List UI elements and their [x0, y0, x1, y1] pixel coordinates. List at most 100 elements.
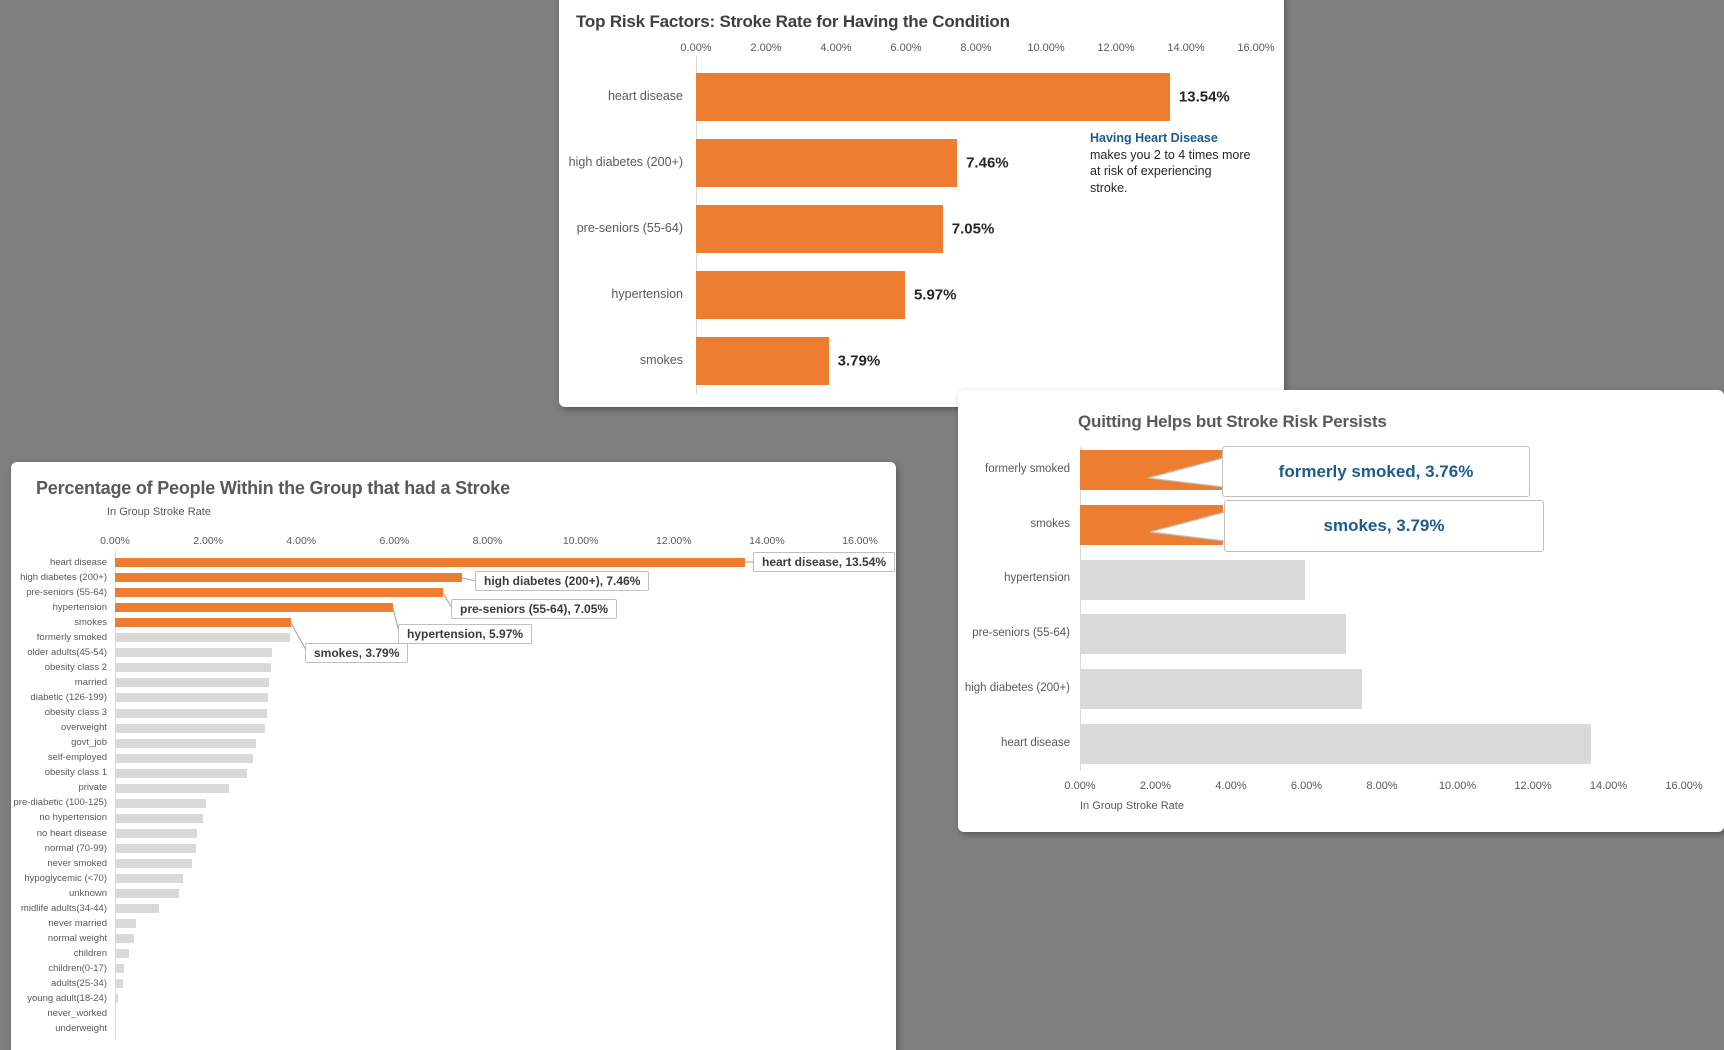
category-label-pre-diabetic-100-125: pre-diabetic (100-125) [13, 797, 107, 809]
bar-normal-70-99 [115, 843, 196, 853]
bar-never-worked [115, 1009, 116, 1019]
axis-tick: 4.00% [286, 535, 317, 547]
chart-title: Percentage of People Within the Group th… [36, 478, 510, 498]
category-label-pre-seniors-55-64: pre-seniors (55-64) [576, 221, 683, 236]
axis-tick: 16.00% [1237, 42, 1275, 54]
bar-never-married [115, 919, 136, 929]
bar-hypertension [1080, 559, 1306, 600]
callout-formerly-smoked-3-76: formerly smoked, 3.76% [1222, 446, 1530, 497]
category-label-diabetic-126-199: diabetic (126-199) [30, 692, 107, 704]
axis-line [115, 550, 116, 1040]
bar-value-label: 3.79% [837, 352, 881, 370]
category-label-smokes: smokes [639, 353, 683, 368]
bar-hypertension [696, 271, 905, 319]
category-label-never-married: never married [48, 917, 107, 929]
category-label-children: children [73, 947, 107, 959]
callout-hypertension-5-97: hypertension, 5.97% [398, 624, 533, 644]
category-label-no-heart-disease: no heart disease [36, 827, 107, 839]
bar-heart-disease [115, 558, 746, 567]
category-label-obesity-class-2: obesity class 2 [44, 661, 107, 673]
bar-obesity-class-2 [115, 663, 272, 673]
category-label-pre-seniors-55-64: pre-seniors (55-64) [26, 586, 107, 598]
chart-title: Quitting Helps but Stroke Risk Persists [1078, 412, 1387, 431]
category-label-never-smoked: never smoked [47, 857, 107, 869]
bar-obesity-class-1 [115, 768, 248, 778]
bar-high-diabetes-200 [696, 139, 958, 187]
bar-formerly-smoked [1080, 450, 1222, 490]
category-label-adults-25-34: adults(25-34) [51, 978, 107, 989]
bar-no-heart-disease [115, 828, 198, 838]
bar-smokes [696, 337, 829, 385]
axis-tick: 16.00% [842, 535, 878, 547]
bar-hypertension [115, 603, 393, 613]
bar-older-adults-45-54 [115, 648, 272, 658]
axis-tick: 10.00% [1438, 780, 1477, 792]
category-label-children-0-17: children(0-17) [48, 962, 107, 974]
axis-tick: 8.00% [472, 535, 503, 547]
bar-heart-disease [696, 73, 1170, 121]
bar-obesity-class-3 [115, 708, 267, 718]
chart-panel-quitting-helps: Quitting Helps but Stroke Risk Persists … [958, 390, 1724, 832]
axis-tick: 0.00% [680, 42, 712, 54]
bar-pre-seniors-55-64 [696, 205, 943, 253]
bar-diabetic-126-199 [115, 693, 269, 703]
bar-govt-job [115, 738, 257, 748]
bar-private [115, 783, 229, 793]
category-label-normal-70-99: normal (70-99) [44, 842, 107, 854]
bar-hypoglycemic-70 [115, 874, 184, 884]
category-label-govt-job: govt_job [71, 737, 107, 749]
axis-tick: 8.00% [1366, 780, 1398, 792]
bar-overweight [115, 723, 265, 733]
category-label-never-worked: never_worked [47, 1008, 107, 1020]
bar-smokes [115, 618, 292, 628]
axis-tick: 14.00% [1589, 780, 1628, 792]
bar-value-label: 7.46% [966, 154, 1009, 172]
bar-value-label: 13.54% [1178, 88, 1230, 106]
bar-formerly-smoked [115, 633, 291, 643]
axis-tick: 10.00% [562, 535, 599, 547]
chart-top-risk-factors: Top Risk Factors: Stroke Rate for Having… [559, 0, 1284, 407]
chart-annotation: Having Heart Disease makes you 2 to 4 ti… [1090, 130, 1268, 196]
category-label-high-diabetes-200: high diabetes (200+) [20, 571, 107, 583]
category-label-hypertension: hypertension [611, 287, 683, 302]
axis-tick: 4.00% [1215, 780, 1247, 792]
category-label-heart-disease: heart disease [49, 556, 107, 568]
category-label-heart-disease: heart disease [607, 89, 683, 104]
axis-tick: 16.00% [1665, 780, 1703, 792]
axis-tick: 6.00% [379, 535, 410, 547]
category-label-unknown: unknown [68, 887, 107, 899]
callout-heart-disease-13-54: heart disease, 13.54% [753, 552, 896, 572]
bar-smokes [1080, 504, 1224, 545]
category-label-underweight: underweight [55, 1023, 107, 1035]
category-label-high-diabetes-200: high diabetes (200+) [964, 682, 1070, 695]
axis-line [1080, 447, 1081, 771]
category-label-older-adults-45-54: older adults(45-54) [27, 646, 107, 658]
bar-unknown [115, 889, 179, 899]
category-label-heart-disease: heart disease [1000, 736, 1070, 749]
bar-children [115, 949, 130, 959]
bar-no-hypertension [115, 813, 203, 823]
bar-normal-weight [115, 934, 134, 944]
bar-pre-seniors-55-64 [1080, 614, 1347, 655]
category-label-overweight: overweight [61, 722, 107, 734]
axis-tick: 4.00% [820, 42, 852, 54]
bar-adults-25-34 [115, 979, 123, 989]
axis-tick: 2.00% [193, 535, 224, 547]
chart-quitting-helps: Quitting Helps but Stroke Risk Persists … [958, 390, 1724, 832]
bar-value-label: 5.97% [913, 286, 957, 304]
bar-children-0-17 [115, 964, 124, 974]
axis-tick: 0.00% [1064, 780, 1096, 792]
bar-never-smoked [115, 859, 192, 868]
category-label-obesity-class-1: obesity class 1 [44, 767, 107, 779]
axis-tick: 14.00% [1167, 42, 1205, 54]
bar-self-employed [115, 753, 253, 763]
bar-high-diabetes-200 [1080, 669, 1362, 710]
axis-tick: 12.00% [1097, 42, 1135, 54]
callout-smokes-3-79: smokes, 3.79% [305, 643, 409, 663]
category-label-pre-seniors-55-64: pre-seniors (55-64) [972, 627, 1070, 640]
callout-pre-seniors-55-64-7-05: pre-seniors (55-64), 7.05% [451, 599, 618, 619]
category-label-obesity-class-3: obesity class 3 [44, 707, 107, 719]
chart-panel-top-risk-factors: Top Risk Factors: Stroke Rate for Having… [559, 0, 1284, 407]
bar-high-diabetes-200 [115, 573, 463, 583]
